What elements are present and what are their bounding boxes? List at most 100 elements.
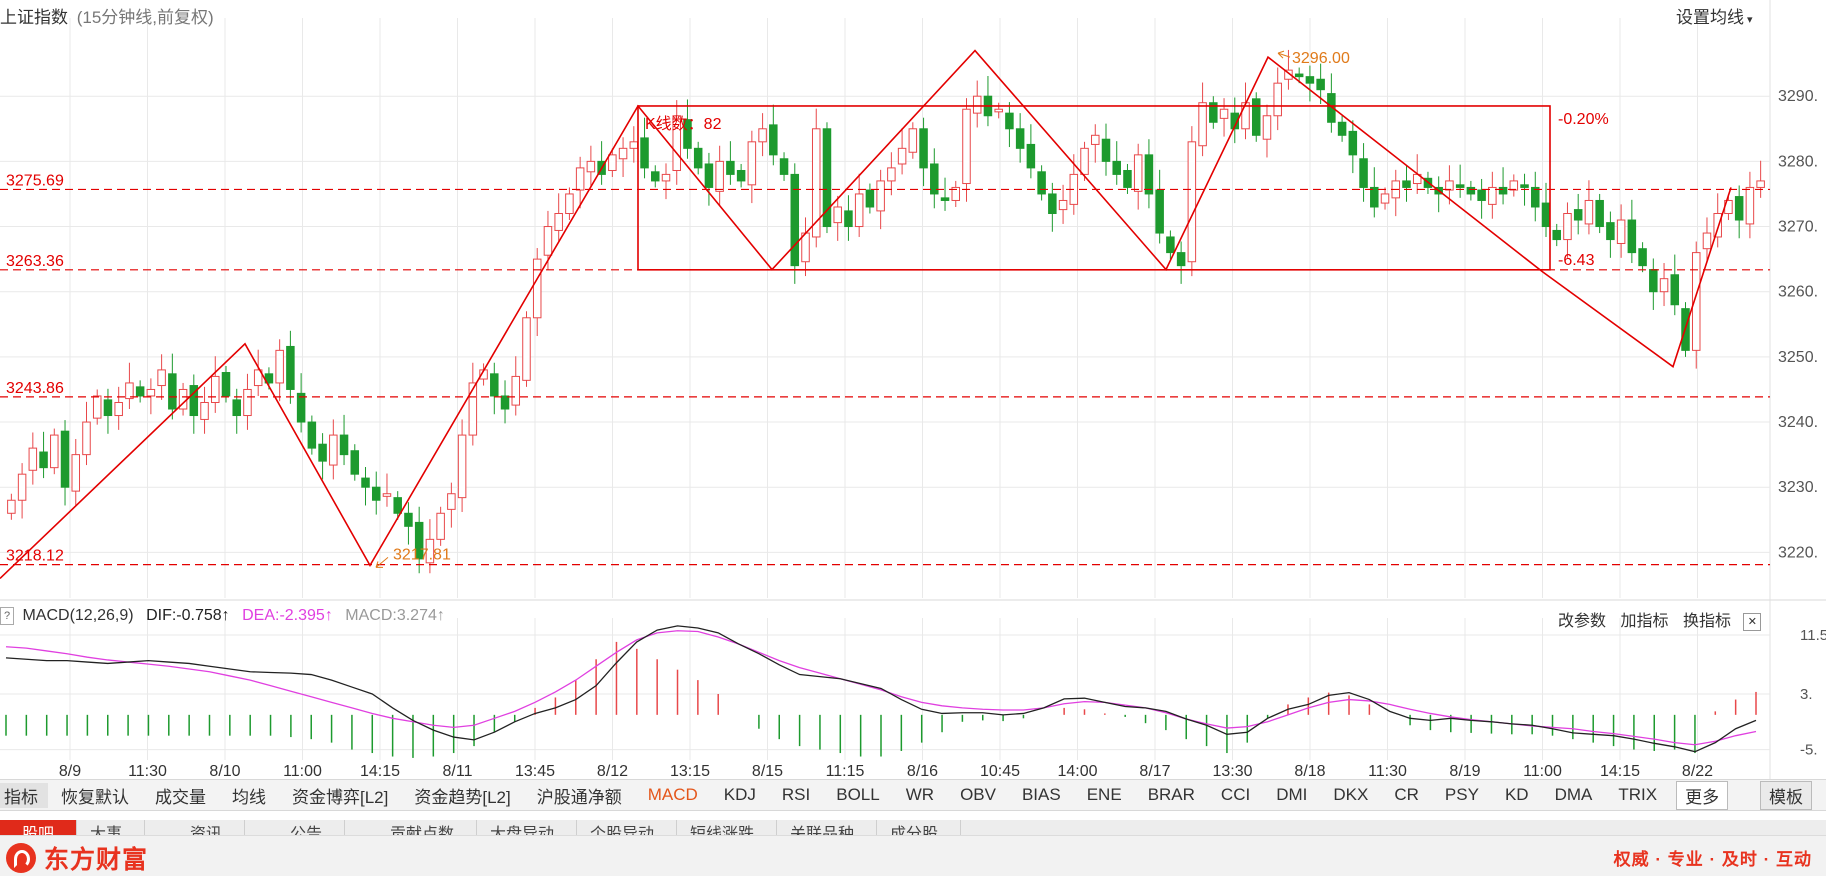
switch-indicator-button[interactable]: 换指标 [1682,613,1731,630]
candle-down [1670,274,1680,306]
indicator-23[interactable]: TRIX [1618,785,1658,804]
x-tick-label: 8/9 [59,763,81,780]
dea-line [5,630,1757,746]
candle-down [930,163,939,195]
indicator-13[interactable]: BIAS [1021,785,1061,804]
candle-up [608,154,617,171]
indicator-20[interactable]: PSY [1444,785,1479,804]
candle-up [1198,102,1207,147]
candle-down [1155,189,1164,234]
macd-dea-value: DEA:-2.395 [242,607,325,625]
x-tick-label: 13:30 [1212,763,1252,780]
macd-y-tick-label: -5. [1800,742,1818,759]
macd-arrow-icon: ↑ [436,607,445,625]
candle-up [1584,199,1594,225]
candle-up [543,226,553,256]
indicator-8[interactable]: KDJ [723,785,756,804]
candle-down [318,443,327,462]
x-tick-label: 8/16 [907,763,938,780]
candle-down [1037,171,1046,195]
candle-up [50,434,59,469]
candle-down [500,395,510,410]
template-button[interactable]: 模板 [1760,780,1812,810]
high-price-label: 3296.00 [1292,50,1350,67]
candle-down [307,421,317,449]
candle-down [339,434,349,456]
indicator-1[interactable]: 恢复默认 [61,787,129,807]
slogan: 权威 · 专业 · 及时 · 互动 [1613,850,1812,869]
footer: 东方财富 权威 · 专业 · 及时 · 互动 [0,835,1826,876]
candle-up [833,206,842,224]
candle-down [919,128,928,169]
candle-up [586,160,596,173]
candle-up [92,395,102,419]
candle-down [350,450,360,475]
indicator-12[interactable]: OBV [960,785,996,804]
chevron-down-icon: ▾ [1747,14,1753,26]
candle-up [618,147,628,160]
candle-up [1445,180,1454,191]
indicator-10[interactable]: BOLL [836,785,880,804]
x-tick-label: 14:00 [1057,763,1097,780]
indicator-2[interactable]: 成交量 [155,787,206,807]
candle-up [715,160,724,192]
indicator-22[interactable]: DMA [1554,785,1593,804]
indicator-15[interactable]: BRAR [1147,785,1195,804]
brand-logo-icon [6,843,36,873]
indicator-17[interactable]: DMI [1276,785,1308,804]
indicator-3[interactable]: 均线 [232,787,266,807]
indicator-7[interactable]: MACD [647,785,698,804]
ma-settings-button[interactable]: 设置均线 ▾ [1676,3,1753,28]
indicator-9[interactable]: RSI [781,785,811,804]
candle-up [811,128,821,238]
candle-down [490,373,499,397]
candle-down [1734,196,1744,221]
candle-down [1520,184,1529,188]
candle-up [200,401,209,420]
close-icon[interactable]: ✕ [1743,612,1762,631]
indicator-11[interactable]: WR [905,785,935,804]
indicator-0[interactable]: 指标 [0,782,48,808]
candle-down [693,147,703,169]
macd-dif-value: DIF:-0.758 [146,607,222,625]
candle-down [221,372,231,397]
k-count-label: K线数：82 [645,115,722,133]
add-indicator-button[interactable]: 加指标 [1620,613,1669,630]
indicator-6[interactable]: 沪股通净额 [536,787,622,807]
y-tick-label: 3280. [1778,153,1818,170]
candle-up [146,388,156,397]
candle-down [844,210,853,228]
candle-down [1638,248,1647,267]
x-tick-label: 11:00 [1523,763,1562,780]
candle-up [82,421,91,456]
y-tick-label: 3270. [1778,219,1818,236]
candle-up [1509,180,1519,191]
dif-line [5,625,1757,753]
candle-down [1294,73,1304,78]
macd-value: MACD:3.274 [345,607,437,625]
candle-up [457,434,467,499]
panel-toggle-icon[interactable]: ? [0,607,14,625]
candle-down [822,128,832,228]
candle-up [1091,134,1100,145]
candle-down [1455,184,1465,188]
more-indicators-button[interactable]: 更多 [1676,780,1729,810]
candle-down [371,486,381,501]
x-tick-label: 14:15 [1600,763,1640,780]
candle-down [1627,219,1637,254]
candle-down [393,497,402,514]
indicator-21[interactable]: KD [1504,785,1529,804]
indicator-14[interactable]: ENE [1086,785,1122,804]
candle-down [414,521,424,560]
high-arrow-icon [1277,50,1291,59]
x-tick-label: 13:45 [515,763,555,780]
change-params-button[interactable]: 改参数 [1558,613,1607,630]
indicator-4[interactable]: 资金博弈[L2] [292,787,389,807]
candle-down [1477,189,1486,201]
x-tick-label: 10:45 [980,763,1020,780]
indicator-5[interactable]: 资金趋势[L2] [414,787,511,807]
indicator-16[interactable]: CCI [1220,785,1251,804]
indicator-18[interactable]: DKX [1333,785,1369,804]
price-chart[interactable]: 3275.69 3263.36 3243.86 3218.12 K线数：82 -0.20… [0,0,1826,780]
indicator-19[interactable]: CR [1394,785,1419,804]
